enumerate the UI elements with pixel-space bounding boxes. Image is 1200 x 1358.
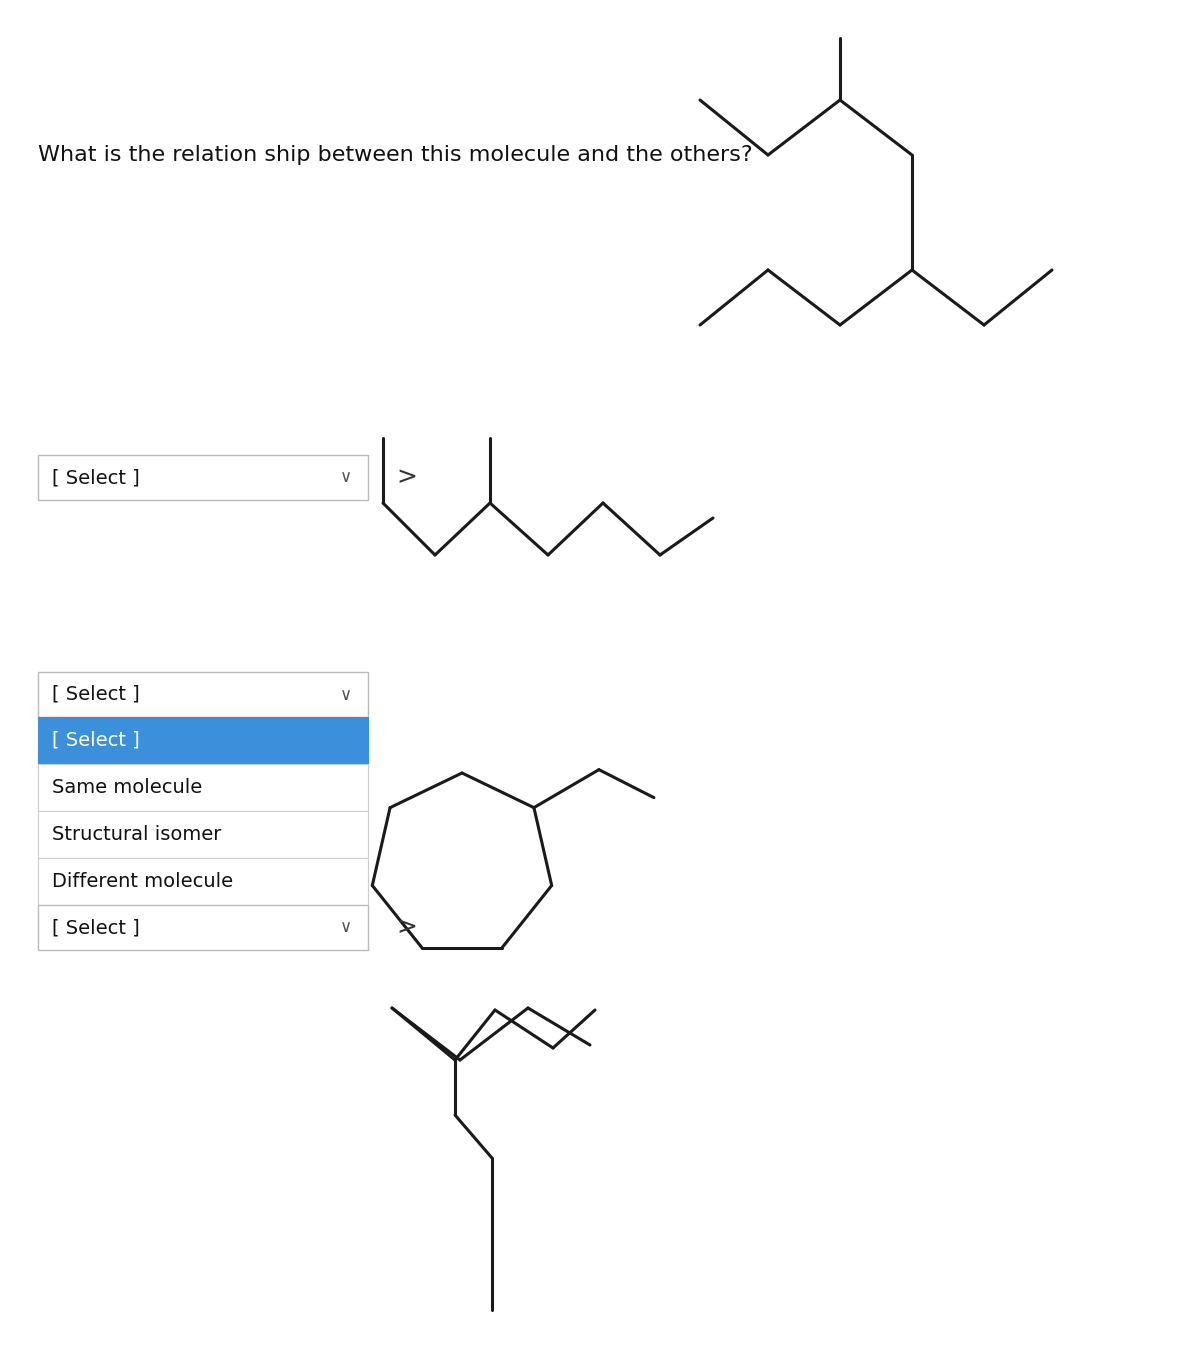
Text: [ Select ]: [ Select ] — [52, 684, 139, 703]
Text: [ Select ]: [ Select ] — [52, 731, 139, 750]
Bar — [38, 858, 368, 904]
Text: [ Select ]: [ Select ] — [52, 918, 139, 937]
Text: ∨: ∨ — [340, 918, 352, 937]
Text: Different molecule: Different molecule — [52, 872, 233, 891]
Bar — [38, 765, 368, 811]
Text: [ Select ]: [ Select ] — [52, 469, 139, 488]
Text: >: > — [396, 915, 416, 940]
Text: Same molecule: Same molecule — [52, 778, 203, 797]
Bar — [38, 811, 368, 858]
Text: >: > — [396, 466, 416, 489]
Text: ∨: ∨ — [340, 686, 352, 703]
Text: Structural isomer: Structural isomer — [52, 826, 221, 845]
Text: ∨: ∨ — [340, 469, 352, 486]
Bar — [38, 717, 368, 765]
Text: What is the relation ship between this molecule and the others?: What is the relation ship between this m… — [38, 145, 752, 166]
Bar — [38, 455, 368, 500]
Bar — [38, 904, 368, 951]
Bar — [38, 672, 368, 717]
